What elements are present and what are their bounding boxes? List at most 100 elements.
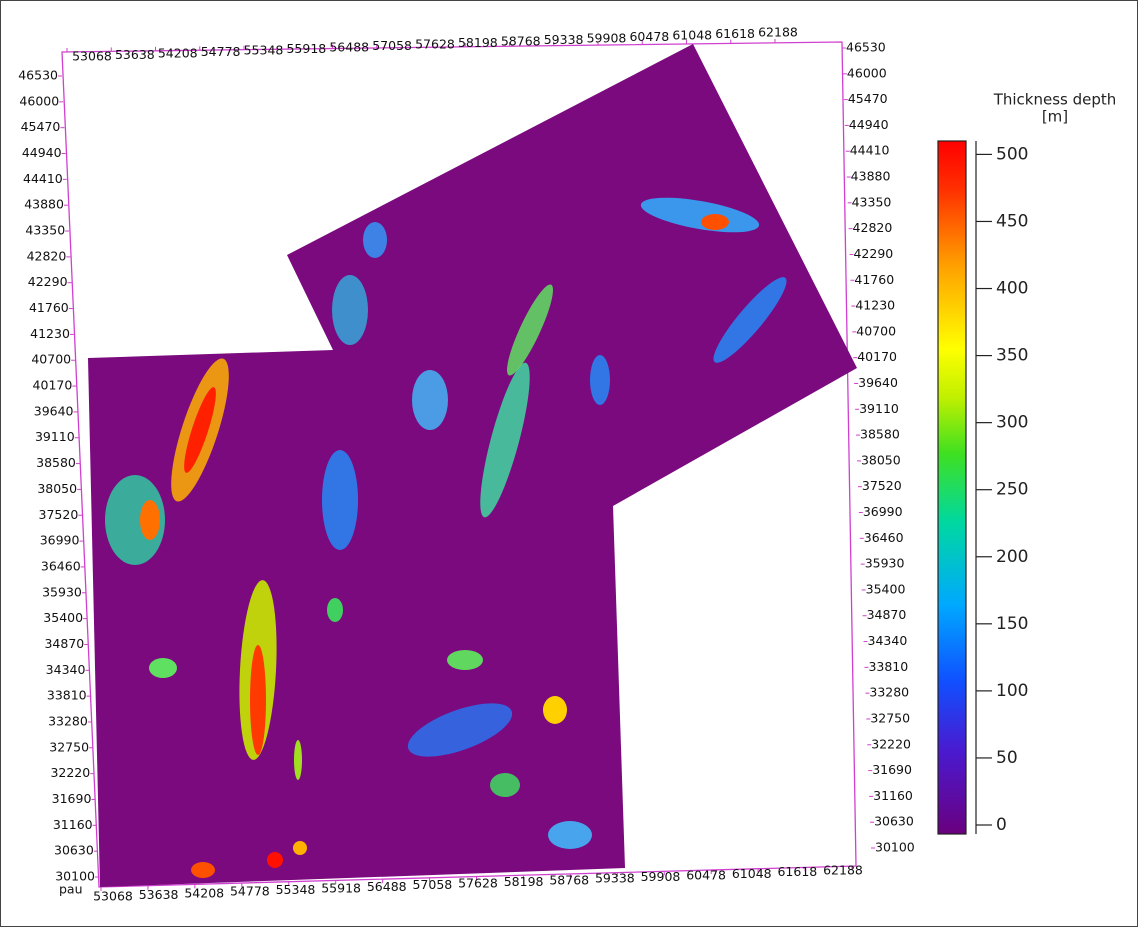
y-tick-label-right: 46530: [846, 40, 886, 55]
y-tick-label-left: 44940: [22, 145, 62, 160]
y-tick-label-right: 31160: [873, 788, 913, 803]
y-tick-label-left: 38050: [37, 481, 77, 496]
x-tick-label-top: 59338: [544, 32, 584, 47]
x-tick-label-top: 54208: [158, 46, 198, 61]
y-tick-label-left: 40170: [33, 378, 73, 393]
x-tick-label-top: 59908: [587, 31, 627, 46]
y-tick-label-right: 45470: [848, 91, 888, 106]
colorbar-tick-label: 0: [996, 815, 1007, 835]
y-tick-label-right: 35400: [866, 581, 906, 596]
y-tick-label-right: 46000: [847, 65, 887, 80]
thickness-anomalies: [105, 197, 787, 878]
x-tick-label-bottom: 60478: [686, 867, 726, 882]
y-tick-label-left: 44410: [23, 171, 63, 186]
map-frame: [61, 41, 857, 888]
y-tick-label-left: 38580: [36, 455, 76, 470]
y-tick-label-right: 43880: [851, 169, 891, 184]
x-tick-label-top: 57628: [415, 37, 455, 52]
x-tick-label-top: 60478: [629, 29, 669, 44]
colorbar-tick-label: 450: [996, 211, 1028, 231]
colorbar-tick-label: 50: [996, 748, 1018, 768]
x-tick-label-bottom: 61618: [777, 864, 817, 879]
x-tick-label-top: 56488: [329, 40, 369, 55]
y-tick-label-right: 39110: [859, 401, 899, 416]
y-tick-label-left: 43350: [25, 223, 65, 238]
y-tick-label-left: 32750: [49, 739, 89, 754]
y-tick-label-left: 35930: [42, 584, 82, 599]
y-tick-label-right: 32220: [871, 736, 911, 751]
colorbar-tick-label: 150: [996, 614, 1028, 634]
x-tick-label-top: 58768: [501, 34, 541, 49]
y-tick-label-left: 42290: [28, 274, 68, 289]
y-tick-label-right: 39640: [858, 375, 898, 390]
y-tick-label-right: 34870: [867, 607, 907, 622]
y-tick-label-left: 30100: [55, 869, 95, 884]
y-tick-label-left: 33810: [47, 688, 87, 703]
y-tick-label-left: 32220: [50, 765, 90, 780]
y-tick-label-right: 40170: [857, 349, 897, 364]
y-tick-label-right: 38580: [860, 427, 900, 442]
x-tick-label-top: 53068: [72, 49, 112, 64]
y-tick-label-right: 41760: [854, 272, 894, 287]
y-tick-label-right: 35930: [865, 556, 905, 571]
x-tick-label-bottom: 56488: [367, 879, 407, 894]
y-tick-label-left: 36460: [41, 558, 81, 573]
y-tick-label-right: 40700: [856, 323, 896, 338]
colorbar-tick-label: 350: [996, 346, 1028, 366]
y-tick-label-left: 41230: [30, 326, 70, 341]
colorbar-tick-label: 200: [996, 547, 1028, 567]
x-tick-label-bottom: 58198: [504, 874, 544, 889]
y-tick-label-left: 31160: [53, 817, 93, 832]
y-tick-label-right: 44410: [850, 143, 890, 158]
x-tick-label-bottom: 57628: [458, 876, 498, 891]
x-tick-label-top: 58198: [458, 35, 498, 50]
y-tick-label-left: 34340: [46, 662, 86, 677]
y-tick-label-left: 36990: [40, 533, 80, 548]
y-tick-label-left: 45470: [21, 119, 61, 134]
x-tick-label-top: 61618: [715, 26, 755, 41]
y-tick-label-right: 43350: [852, 194, 892, 209]
y-tick-label-right: 44940: [849, 117, 889, 132]
y-tick-label-right: 36990: [863, 504, 903, 519]
x-tick-label-bottom: 57058: [412, 877, 452, 892]
y-tick-label-left: 46000: [19, 93, 59, 108]
y-tick-label-right: 34340: [868, 633, 908, 648]
x-tick-label-bottom: 59338: [595, 871, 635, 886]
y-tick-label-right: 32750: [870, 710, 910, 725]
y-tick-label-left: 40700: [31, 352, 71, 367]
x-tick-label-bottom: 54208: [184, 885, 224, 900]
y-tick-label-left: 31690: [52, 791, 92, 806]
colorbar-tick-label: 100: [996, 681, 1028, 701]
y-tick-label-right: 37520: [862, 478, 902, 493]
y-tick-label-left: 39110: [35, 429, 75, 444]
colorbar-title: Thickness depth: [993, 91, 1117, 109]
x-tick-label-top: 62188: [758, 25, 798, 40]
y-tick-label-left: 30630: [54, 843, 94, 858]
y-tick-label-left: 33280: [48, 713, 88, 728]
colorbar-tick-label: 300: [996, 413, 1028, 433]
y-tick-label-left: 41760: [29, 300, 69, 315]
y-tick-label-right: 30100: [875, 840, 915, 855]
y-tick-label-right: 36460: [864, 530, 904, 545]
x-tick-label-bottom: 53068: [93, 889, 133, 904]
y-tick-label-left: 34870: [44, 636, 84, 651]
colorbar-tick-label: 250: [996, 480, 1028, 500]
x-tick-label-bottom: 55348: [276, 882, 316, 897]
x-tick-label-top: 55348: [244, 43, 284, 58]
y-tick-label-left: 43880: [24, 197, 64, 212]
x-tick-label-top: 57058: [372, 38, 412, 53]
y-tick-label-left: 42820: [27, 248, 67, 263]
y-tick-label-right: 38050: [861, 452, 901, 467]
y-tick-label-right: 31690: [872, 762, 912, 777]
x-tick-label-bottom: 61048: [732, 866, 772, 881]
x-tick-label-bottom: 62188: [823, 863, 863, 878]
y-tick-label-right: 33280: [869, 685, 909, 700]
x-tick-label-bottom: 55918: [321, 880, 361, 895]
y-tick-label-left: 46530: [18, 68, 58, 83]
y-tick-label-left: 39640: [34, 403, 74, 418]
x-tick-label-top: 61048: [672, 28, 712, 43]
corner-label: pau: [59, 882, 83, 897]
y-tick-label-right: 30630: [874, 814, 914, 829]
x-tick-label-bottom: 59908: [641, 869, 681, 884]
